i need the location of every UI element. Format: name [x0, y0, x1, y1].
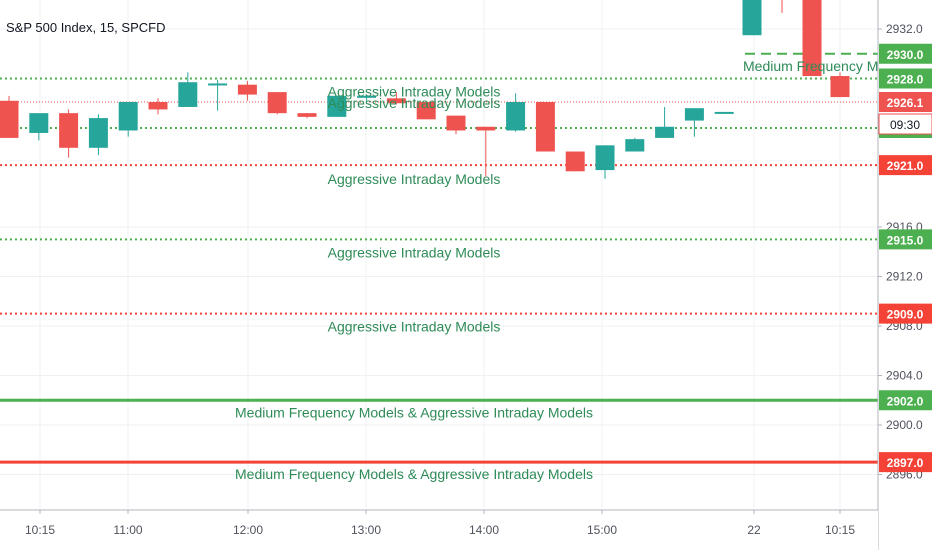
candle-body: [118, 102, 138, 131]
price-level-badge-label: 2921.0: [887, 159, 924, 173]
level-annotation-text: Medium Frequency Models: [743, 58, 912, 74]
candle-body: [386, 98, 406, 104]
candle-body: [29, 113, 49, 133]
candle-body: [416, 102, 436, 120]
candle-body: [297, 113, 317, 117]
time-tick-label: 14:00: [469, 523, 499, 537]
candle-body: [655, 126, 675, 138]
price-level-badge-label: 2902.0: [887, 394, 924, 408]
time-tick-label: 10:15: [25, 523, 55, 537]
price-tick-label: 2932.0: [886, 22, 923, 36]
candle-body: [684, 108, 704, 121]
price-level-badge-label: 2897.0: [887, 456, 924, 470]
price-tick-label: 2904.0: [886, 369, 923, 383]
candle-body: [59, 113, 79, 148]
candle-body: [506, 102, 526, 131]
price-tick-label: 2900.0: [886, 418, 923, 432]
candle-body: [327, 95, 347, 117]
time-tick-label: 11:00: [113, 523, 142, 537]
candle-body: [714, 111, 734, 114]
level-annotation-text: Aggressive Intraday Models: [328, 171, 501, 187]
candle-body: [148, 102, 168, 110]
candle-body: [208, 83, 228, 86]
price-level-badge: [879, 303, 932, 324]
candle-body: [625, 139, 645, 152]
level-annotation-text: Aggressive Intraday Models: [328, 319, 501, 335]
candle-body: [88, 118, 108, 148]
candle-body: [357, 95, 377, 98]
time-axis: 10:15 11:00 12:00 13:00 14:00 15:00 22 10:15: [0, 509, 878, 550]
level-annotation-text: Aggressive Intraday Models: [328, 244, 501, 260]
countdown-label: 09:30: [890, 118, 920, 132]
level-annotation-text: Aggressive Intraday Models: [328, 95, 501, 111]
candle-body: [535, 102, 555, 152]
last-price-badge: [879, 92, 932, 113]
candle-body: [830, 76, 850, 98]
candle-body: [595, 145, 615, 171]
time-tick-label: 22: [747, 523, 761, 537]
level-lines: [0, 52, 878, 464]
time-tick-label: 15:00: [587, 523, 617, 537]
price-level-badge: [879, 229, 932, 250]
candle-body: [446, 115, 466, 131]
price-axis: 2932.02916.02912.02908.02904.02900.02896…: [877, 0, 932, 550]
price-level-badge-label: 2930.0: [887, 48, 924, 62]
price-level-badge: [879, 68, 932, 89]
candle-body: [267, 92, 287, 114]
level-annotation-text: Aggressive Intraday Models: [328, 84, 501, 100]
candle-body: [0, 100, 19, 138]
price-level-badge: [879, 452, 932, 473]
candle-body: [237, 84, 257, 95]
time-axis-bg: [0, 510, 878, 550]
time-tick-label: 12:00: [233, 523, 263, 537]
symbol-title[interactable]: S&P 500 Index, 15, SPCFD: [6, 20, 166, 35]
time-tick-label: 13:00: [351, 523, 381, 537]
level-annotations: Medium Frequency Models Aggressive Intrad…: [235, 58, 912, 482]
time-tick-label: 10:15: [825, 523, 855, 537]
last-price-badge-label: 2926.1: [887, 96, 924, 110]
level-annotation-text: Medium Frequency Models & Aggressive Int…: [235, 466, 593, 482]
candles: [0, 0, 850, 179]
candle-body: [178, 82, 198, 107]
level-annotation-text: Medium Frequency Models & Aggressive Int…: [235, 404, 593, 420]
candle-body: [742, 0, 762, 36]
grid: [0, 0, 878, 510]
price-level-badge: [879, 43, 932, 64]
countdown-badge: [878, 113, 932, 135]
price-level-badge-label: 2928.0: [887, 73, 924, 87]
price-level-badge-label: 2915.0: [887, 233, 924, 247]
candle-body: [802, 0, 822, 77]
price-level-badge: [879, 390, 932, 411]
price-level-badge: [879, 155, 932, 176]
price-tick-label: 2912.0: [886, 270, 923, 284]
candle-body: [476, 126, 496, 131]
candle-body: [565, 151, 585, 172]
price-level-badge-label: 2909.0: [887, 308, 924, 322]
